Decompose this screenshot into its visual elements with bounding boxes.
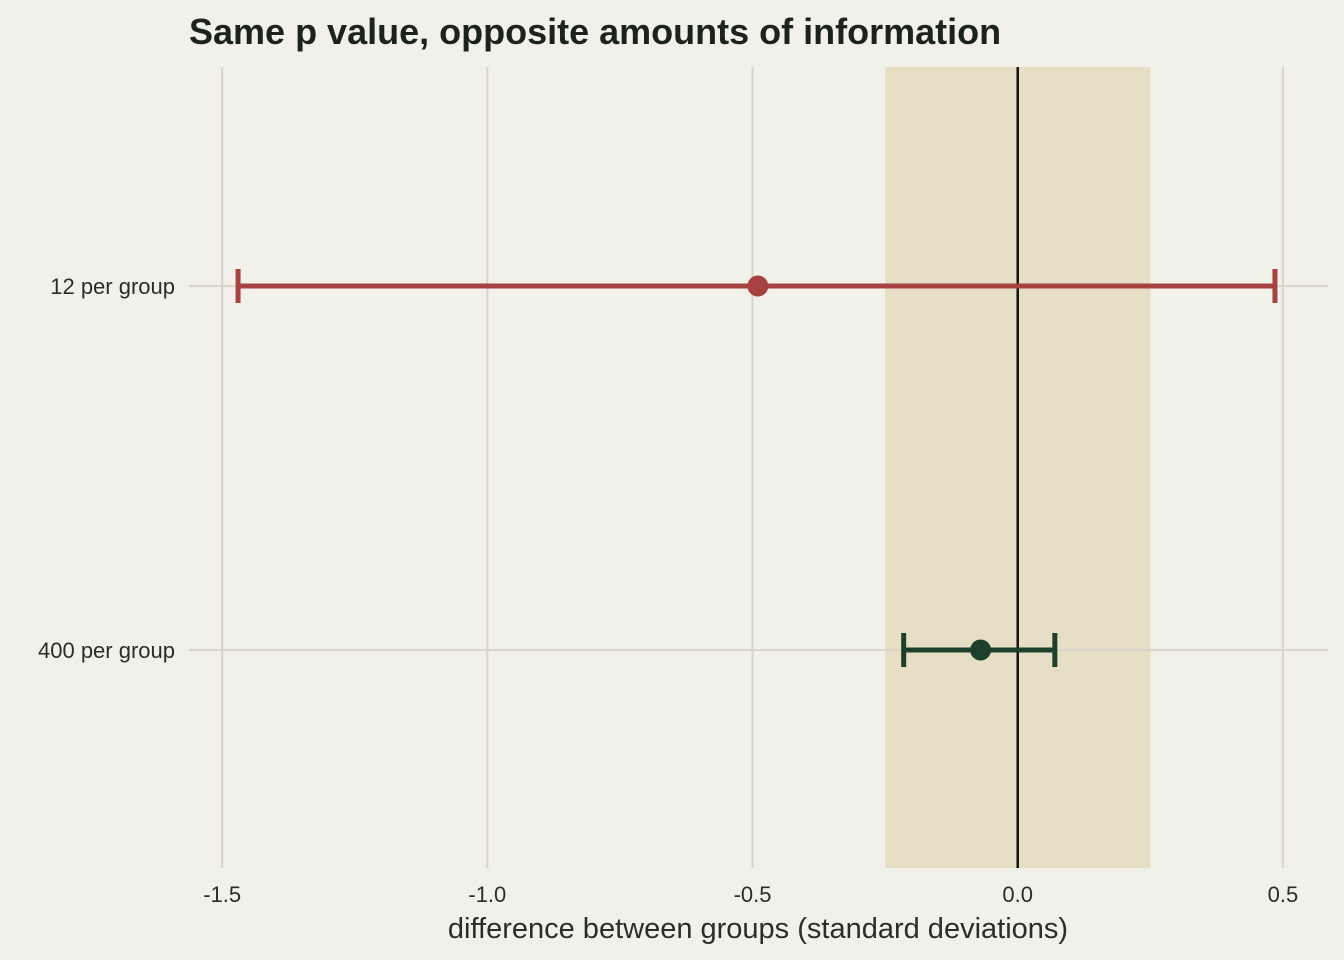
x-tick-label: 0.5 <box>1268 882 1299 907</box>
y-axis-ticks: 12 per group 400 per group <box>38 274 175 663</box>
interval-2 <box>901 633 1058 667</box>
y-tick-label: 400 per group <box>38 638 175 663</box>
estimate-point <box>970 639 992 661</box>
x-tick-label: 0.0 <box>1002 882 1033 907</box>
x-axis-title: difference between groups (standard devi… <box>448 913 1068 945</box>
intervals <box>235 269 1278 667</box>
interval-1 <box>235 269 1278 303</box>
x-axis-ticks: -1.5 -1.0 -0.5 0.0 0.5 <box>203 882 1298 907</box>
y-tick-label: 12 per group <box>50 274 175 299</box>
chart-title: Same p value, opposite amounts of inform… <box>189 11 1001 52</box>
x-tick-label: -0.5 <box>734 882 772 907</box>
x-tick-label: -1.0 <box>468 882 506 907</box>
x-tick-label: -1.5 <box>203 882 241 907</box>
estimate-point <box>747 275 769 297</box>
